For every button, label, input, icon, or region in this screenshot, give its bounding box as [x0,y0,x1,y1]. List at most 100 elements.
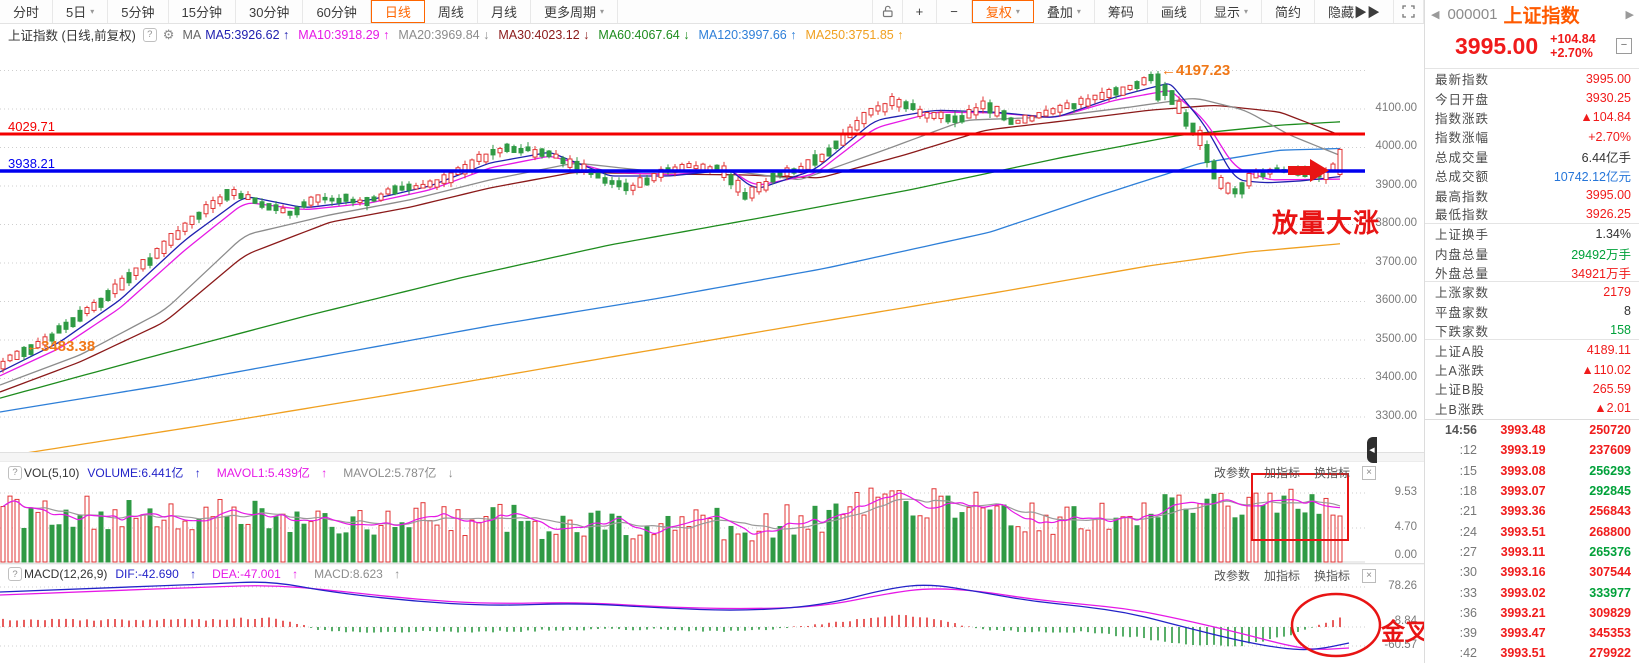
tick-row: :12 3993.19 237609 [1459,443,1631,458]
golden-cross-annotation: 金叉 [1381,619,1429,646]
price-row: 3995.00 +104.84 +2.70% − [1425,29,1639,63]
help-icon[interactable]: ? [8,567,22,581]
tick-row: :30 3993.16 307544 [1459,565,1631,580]
macd-params: MACD(12,26,9) [24,567,108,581]
price-axis-label: 4000.00 [1375,140,1417,152]
candlestick-chart[interactable] [0,45,1424,663]
pane-action-换指标[interactable]: 换指标 [1314,466,1351,480]
volume-axis-label: 4.70 [1394,521,1417,533]
stat-row: 上B涨跌 ▲2.01 [1435,401,1631,417]
pane-action-加指标[interactable]: 加指标 [1264,569,1301,583]
level-line-label-1: 4029.71 [8,119,55,134]
volume-pane-header: ? VOL(5,10) VOLUME:6.441亿 ↑ MAVOL1:5.439… [8,464,470,481]
macd-axis-label: 78.26 [1388,580,1417,592]
pane-action-加指标[interactable]: 加指标 [1264,466,1301,480]
period-tab-10[interactable]: 更多周期 ▾ [530,0,618,23]
price-axis-label: 3600.00 [1375,294,1417,306]
chart-tools: + − 复权 ▾ 叠加 ▾ 筹码 画线 显示 ▾ 简约 隐藏▶▶ [871,0,1424,23]
tick-row: :42 3993.51 279922 [1459,646,1631,661]
ma-label: MA [182,27,202,42]
minimize-button[interactable]: − [1616,38,1632,54]
pane-separator-2 [0,563,1424,565]
period-tab-9[interactable]: 月线 [477,0,531,23]
gear-icon[interactable]: ⚙ [162,26,175,42]
tick-row: :27 3993.11 265376 [1459,544,1631,559]
panel-collapse-handle[interactable]: ◀ [1367,437,1377,463]
ma-legend-2: MA10:3918.29 ↑ [298,27,390,42]
stat-row: 总成交额 10742.12亿元 [1435,170,1631,185]
macd-pane-actions: 改参数 加指标 换指标 × [1200,567,1377,584]
stat-row: 下跌家数 158 [1425,321,1639,341]
period-tab-1[interactable]: 分时 [0,0,54,23]
close-pane-icon[interactable]: × [1362,465,1377,480]
fullscreen-button[interactable] [1394,0,1424,23]
pane-action-换指标[interactable]: 换指标 [1314,569,1351,583]
low-price-annotation: ←3483.38 [26,338,96,355]
period-tabs: 分时 5日 ▾ 5分钟 15分钟 30分钟 60分钟 日线 周线 月线 更多周期 ▾ [0,0,618,23]
stat-row: 上证B股 265.59 [1435,381,1631,398]
surge-annotation: 放量大涨 [1272,208,1381,238]
help-icon[interactable]: ? [8,465,22,480]
period-tab-7[interactable]: 日线 [370,0,425,23]
period-tab-8[interactable]: 周线 [424,0,478,23]
chips-button[interactable]: 筹码 [1094,0,1148,23]
tick-row: :21 3993.36 256843 [1459,504,1631,519]
period-tab-2[interactable]: 5日 ▾ [53,0,109,23]
zoom-in-button[interactable]: + [902,0,938,23]
stock-code: 000001 [1447,5,1498,23]
period-tab-5[interactable]: 30分钟 [235,0,304,23]
pane-separator [0,452,1424,462]
quote-panel: ◀ 000001 上证指数 ▶ 3995.00 +104.84 +2.70% − … [1424,0,1639,663]
zoom-out-button[interactable]: − [937,0,972,23]
stat-row: 指数涨跌 ▲104.84 [1435,110,1631,126]
tick-row: :18 3993.07 292845 [1459,484,1631,499]
display-button[interactable]: 显示 ▾ [1200,0,1262,23]
next-stock-button[interactable]: ▶ [1625,8,1634,21]
stat-row: 外盘总量 34921万手 [1425,263,1639,283]
price-axis-label: 3700.00 [1375,256,1417,268]
level-line-label-2: 3938.21 [8,156,55,171]
stat-row: 今日开盘 3930.25 [1435,91,1631,107]
tick-row: :24 3993.51 268800 [1459,524,1631,539]
stock-nav: ◀ 000001 上证指数 ▶ [1425,0,1639,28]
ma-legend-5: MA60:4067.64 ↓ [598,27,690,42]
prev-stock-button[interactable]: ◀ [1431,8,1440,21]
stock-name: 上证指数 [1503,5,1580,27]
help-icon[interactable]: ? [142,27,157,42]
adjust-price-button[interactable]: 复权 ▾ [971,0,1034,23]
close-pane-icon[interactable]: × [1362,568,1377,583]
stat-row: 最低指数 3926.25 [1425,205,1639,225]
tick-list[interactable]: 14:56 3993.48 250720:12 3993.19 237609:15 399… [1425,419,1639,664]
price-axis-label: 3900.00 [1375,179,1417,191]
macd-value: MACD:8.623 ↑ [314,567,401,581]
dif-value: DIF:-42.690 ↑ [115,567,197,581]
price-axis-label: 4100.00 [1375,102,1417,114]
macd-pane-header: ? MACD(12,26,9) DIF:-42.690 ↑ DEA:-47.00… [8,567,416,581]
ma-legend-1: MA5:3926.62 ↑ [205,27,290,42]
tick-row: :36 3993.21 309829 [1459,605,1631,620]
overlay-button[interactable]: 叠加 ▾ [1033,0,1095,23]
tick-row: :39 3993.47 345353 [1459,626,1631,641]
top-toolbar: 分时 5日 ▾ 5分钟 15分钟 30分钟 60分钟 日线 周线 月线 更多周期 ▾ + − 复权 ▾ 叠加 ▾… [0,0,1424,24]
price-change: +104.84 +2.70% [1550,32,1596,60]
mavol1-value: MAVOL1:5.439亿 ↑ [216,466,328,480]
lock-icon-button[interactable] [872,0,903,23]
hide-button[interactable]: 隐藏▶▶ [1314,0,1394,23]
stat-row: 指数涨幅 +2.70% [1435,129,1631,146]
stat-row: 内盘总量 29492万手 [1435,247,1631,262]
price-axis-label: 3800.00 [1375,217,1417,229]
period-tab-3[interactable]: 5分钟 [108,0,169,23]
pane-action-改参数[interactable]: 改参数 [1214,569,1251,583]
vol-params: VOL(5,10) [24,465,80,480]
volume-pane-actions: 改参数 加指标 换指标 × [1200,464,1377,481]
simple-mode-button[interactable]: 简约 [1261,0,1315,23]
ma-legend-3: MA20:3969.84 ↓ [398,27,490,42]
price-axis-label: 3500.00 [1375,333,1417,345]
ma-values: MA5:3926.62 ↑ MA10:3918.29 ↑ MA20:3969.84 … [205,28,912,42]
ma-legend-4: MA30:4023.12 ↓ [498,27,590,42]
ma-legend-6: MA120:3997.66 ↑ [698,27,797,42]
pane-action-改参数[interactable]: 改参数 [1214,466,1251,480]
period-tab-6[interactable]: 60分钟 [303,0,371,23]
draw-line-button[interactable]: 画线 [1147,0,1201,23]
period-tab-4[interactable]: 15分钟 [168,0,236,23]
